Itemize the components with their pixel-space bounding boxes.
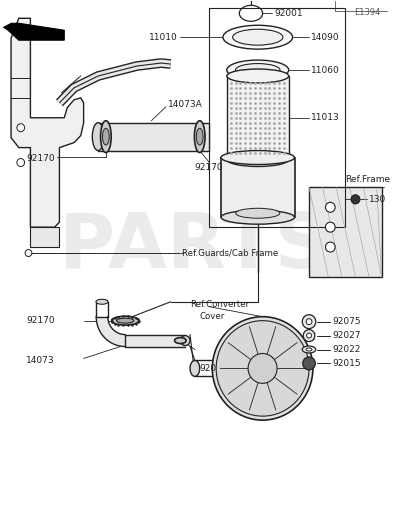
Circle shape — [302, 315, 316, 329]
Polygon shape — [3, 23, 11, 31]
Bar — [221, 158, 294, 217]
Text: 14090: 14090 — [311, 33, 340, 42]
Text: 92075: 92075 — [332, 317, 361, 326]
Text: 92170: 92170 — [195, 163, 224, 172]
Circle shape — [351, 195, 360, 204]
Text: E1394: E1394 — [354, 8, 381, 18]
Text: Ref.Guards/Cab Frame: Ref.Guards/Cab Frame — [182, 249, 278, 257]
Text: Ref.Frame: Ref.Frame — [345, 175, 390, 184]
Ellipse shape — [92, 123, 104, 150]
Text: Ref.Converter: Ref.Converter — [190, 300, 249, 309]
Ellipse shape — [174, 338, 186, 343]
Ellipse shape — [221, 210, 294, 224]
Text: 92015: 92015 — [332, 359, 361, 368]
Text: 11010: 11010 — [150, 33, 178, 42]
Ellipse shape — [194, 121, 205, 153]
Ellipse shape — [216, 321, 309, 416]
Text: FRONT: FRONT — [21, 29, 53, 39]
Bar — [309, 187, 382, 277]
Circle shape — [248, 354, 277, 383]
Circle shape — [326, 242, 335, 252]
Ellipse shape — [233, 29, 283, 45]
Text: 92170: 92170 — [26, 316, 54, 325]
Text: 11060: 11060 — [311, 66, 340, 74]
Text: 92001: 92001 — [274, 9, 303, 18]
Ellipse shape — [227, 69, 289, 83]
Ellipse shape — [223, 25, 292, 49]
Text: 11013: 11013 — [311, 113, 340, 122]
Text: 92022: 92022 — [332, 345, 361, 354]
PathPatch shape — [96, 317, 125, 346]
Circle shape — [303, 330, 315, 342]
Circle shape — [326, 222, 335, 232]
Ellipse shape — [221, 150, 294, 164]
Ellipse shape — [306, 348, 312, 351]
Text: 92037: 92037 — [200, 364, 228, 373]
Circle shape — [326, 202, 335, 212]
Text: 14073: 14073 — [26, 356, 54, 365]
Text: 92170: 92170 — [26, 154, 54, 163]
Text: 92027: 92027 — [332, 331, 361, 340]
Ellipse shape — [236, 64, 280, 77]
Ellipse shape — [227, 60, 289, 80]
Text: PARTS: PARTS — [60, 210, 330, 284]
Text: 14073A: 14073A — [168, 100, 202, 109]
Circle shape — [17, 159, 25, 166]
Circle shape — [306, 318, 312, 325]
Ellipse shape — [302, 346, 316, 353]
Bar — [227, 76, 289, 160]
Circle shape — [307, 333, 312, 338]
Ellipse shape — [190, 360, 200, 376]
Ellipse shape — [236, 208, 280, 218]
Ellipse shape — [212, 317, 313, 420]
Text: 130: 130 — [369, 195, 386, 204]
Ellipse shape — [100, 121, 111, 153]
Bar — [209, 8, 345, 227]
Ellipse shape — [196, 128, 203, 145]
Ellipse shape — [96, 299, 108, 304]
Ellipse shape — [116, 318, 134, 323]
Polygon shape — [9, 23, 64, 40]
Circle shape — [25, 250, 32, 256]
Circle shape — [303, 357, 315, 370]
Text: Cover: Cover — [200, 312, 225, 321]
Ellipse shape — [112, 316, 139, 325]
Circle shape — [17, 124, 25, 132]
Polygon shape — [11, 18, 84, 227]
Ellipse shape — [102, 128, 109, 145]
Ellipse shape — [180, 336, 190, 345]
Bar — [30, 227, 60, 247]
Ellipse shape — [227, 153, 289, 166]
